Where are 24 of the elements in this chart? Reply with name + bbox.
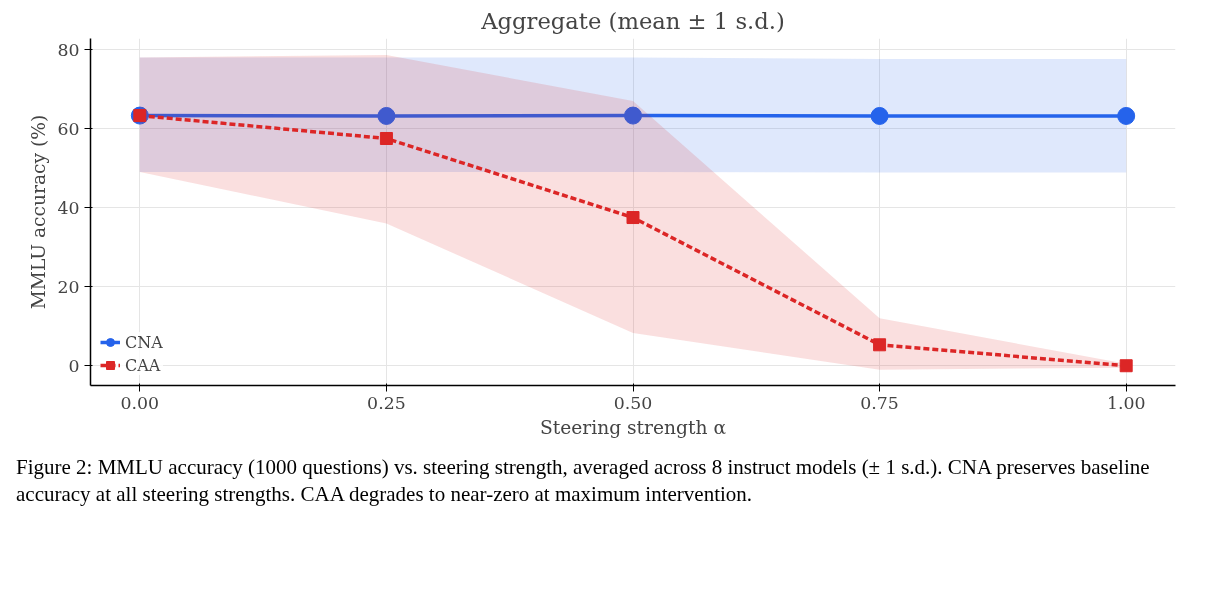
x-tick-label: 0.00	[120, 392, 160, 413]
y-tick-label: 60	[57, 118, 80, 139]
point	[1119, 359, 1133, 373]
point	[870, 106, 889, 125]
y-tick-label: 80	[57, 39, 80, 60]
y-tick-label: 0	[68, 355, 80, 376]
point	[624, 106, 642, 125]
point	[379, 131, 393, 145]
caption: Figure 2: MMLU accuracy (1000 questions) vs. steering strength, averaged across 8 instruct models (± 1 s.d.). CNA preserves baseline accuracy at all steering strengths. CAA degrades to near-zero at maximum intervention.	[16, 454, 1151, 509]
legend-label: CNA	[125, 332, 163, 352]
x-axis-title: Steering strength α	[539, 416, 727, 438]
x-tick-label: 0.50	[613, 392, 653, 413]
y-tick-label: 40	[57, 197, 80, 218]
x-tick-label: 0.25	[367, 392, 406, 413]
point	[873, 338, 887, 352]
point	[1117, 106, 1136, 125]
x-tick-label: 1.00	[1106, 392, 1146, 413]
legend-label: CAA	[125, 355, 161, 375]
point	[377, 106, 396, 125]
y-tick-label: 20	[57, 276, 80, 297]
y-axis-title: MMLU accuracy (%)	[28, 114, 50, 310]
point	[626, 211, 640, 225]
chart-title: Aggregate (mean ± 1 s.d.)	[480, 7, 785, 34]
x-tick-label: 0.75	[860, 392, 899, 413]
